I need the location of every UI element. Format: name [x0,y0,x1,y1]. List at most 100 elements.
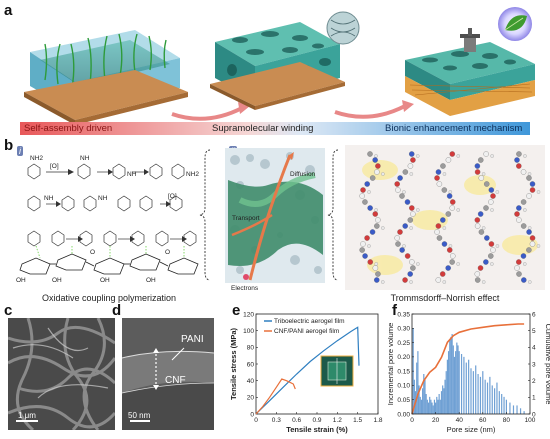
atom-marker [367,259,374,265]
chem-sub-0: NH2 [30,155,43,162]
pore-bar [417,351,419,414]
panel-a-letter: a [4,2,13,19]
label-cnf: CNF [165,375,186,386]
pore-bar [438,394,440,414]
chem-sub-6: OH [16,277,26,284]
series-line-0 [255,326,360,415]
atom-marker [445,211,452,217]
panel-b-schemes: [O] [O] NH2 NH NH NH2 NH NH OH OH OH OH … [16,145,545,292]
caption-oxidative: Oxidative coupling polymerization [41,293,177,303]
atom-marker [478,229,485,235]
atom-marker [445,157,452,163]
pore-bar [450,336,452,414]
atom-marker [367,151,373,157]
atom-marker [488,187,495,193]
pore-bar [447,351,450,414]
atom-marker [488,253,494,259]
atom-marker [529,235,536,241]
atom-marker [364,181,370,187]
atom-marker [477,265,484,271]
atom-marker [394,235,400,241]
atom-marker [474,169,481,175]
y2-tick-label: 1 [532,395,536,402]
legend-label-0: Triboelectric aerogel film [274,318,345,325]
y2-tick-label: 6 [532,311,536,318]
atom-marker [402,223,408,229]
label-supramolecular: Supramolecular winding [212,123,314,134]
pore-bar [436,396,438,414]
chart-tensile: 0 0.3 0.6 0.9 1.2 1.5 1.8 0 20 40 60 80 100 120 Tensil… [229,311,383,434]
atom-marker [402,244,406,248]
pore-bar [456,342,458,414]
atom-marker [490,208,494,212]
atom-marker [367,205,373,211]
y-tick-label: 0.35 [397,311,410,318]
atom-marker [434,175,440,181]
pore-bar [458,351,460,414]
pore-bar [463,356,465,414]
atom-marker [527,226,532,230]
atom-marker [478,157,484,163]
atom-marker [359,247,365,253]
scale-label-d: 50 nm [128,411,151,420]
atom-marker [529,241,536,247]
atom-marker [481,172,486,176]
atom-marker [372,157,378,163]
atom-marker [446,247,453,253]
atom-marker [483,259,489,265]
atom-marker [483,205,489,211]
scale-label-c: 1 μm [18,411,36,420]
label-electrons: Electrons [231,285,259,292]
label-transport: Transport [232,215,260,222]
atom-marker [514,265,520,271]
atom-marker [445,265,451,271]
oxidant-label-2: [O] [168,193,177,200]
atom-marker [520,223,527,229]
atom-marker [440,163,446,169]
atom-marker [448,190,453,194]
chem-sub-4: NH [44,195,54,202]
chem-sub-10: O [90,249,95,256]
x-tick-label: 80 [503,417,511,424]
pore-bar [486,382,489,414]
pore-bar [440,391,443,414]
y-tick-label: 60 [247,361,255,368]
y-tick-label: 20 [247,395,255,402]
atom-marker [367,190,371,194]
atom-marker [416,208,420,212]
atom-marker [372,211,379,217]
x-axis-label: Pore size (nm) [447,425,496,434]
pore-bar [426,399,428,414]
pore-bar [501,394,503,414]
panel-a-illustration [20,7,535,135]
x-tick-label: 1.2 [333,417,342,424]
y-tick-label: 0.30 [397,326,410,333]
pore-bar [432,405,434,414]
y-tick-label: 0.20 [397,354,410,361]
atom-marker [442,226,447,230]
atom-marker [375,163,381,169]
process-arrow-icon [171,106,243,121]
scale-bar-d [130,420,150,422]
atom-marker [483,151,489,157]
pore-bar [445,371,447,414]
atom-marker [481,280,486,284]
atom-marker [527,172,532,176]
chem-sub-7: OH [52,277,62,284]
sem-image-c [8,318,115,430]
pore-bar [427,402,430,414]
pore-bar [453,356,456,414]
pore-bar [505,399,507,414]
atom-marker [381,172,385,176]
oxidant-label-1: [O] [50,163,59,170]
pore-bar [435,402,437,414]
y-tick-label: 120 [243,311,254,318]
atom-marker [526,229,532,235]
atom-marker [456,208,460,212]
device-inset-icon [320,355,354,387]
atom-marker [520,199,527,205]
atom-marker [490,193,496,199]
pore-bar [472,371,474,414]
y-tick-label: 100 [243,328,254,335]
x-tick-label: 0.3 [272,417,281,424]
